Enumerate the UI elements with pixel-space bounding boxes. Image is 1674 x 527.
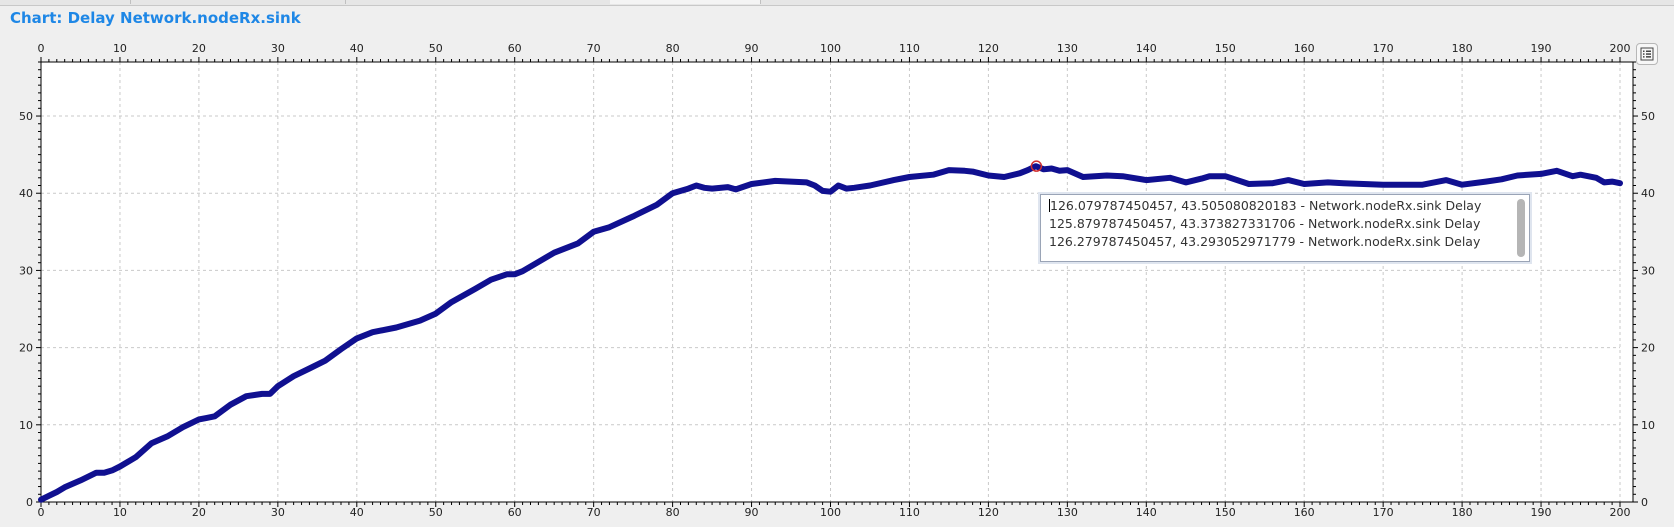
tooltip-row[interactable]: 125.879787450457, 43.373827331706 - Netw… xyxy=(1049,216,1481,231)
x-tick-label-bottom: 70 xyxy=(587,506,601,519)
x-tick-label-top: 50 xyxy=(429,42,443,55)
highlight-point xyxy=(1030,160,1043,172)
x-tick-label-top: 10 xyxy=(113,42,127,55)
x-tick-label-top: 110 xyxy=(899,42,920,55)
x-tick-label-top: 140 xyxy=(1136,42,1157,55)
x-tick-label-bottom: 40 xyxy=(350,506,364,519)
x-tick-label-bottom: 110 xyxy=(899,506,920,519)
plot-background xyxy=(41,62,1633,502)
x-tick-label-bottom: 130 xyxy=(1057,506,1078,519)
x-tick-label-bottom: 90 xyxy=(745,506,759,519)
plot-border xyxy=(40,61,1634,503)
x-tick-label-top: 170 xyxy=(1373,42,1394,55)
hover-tooltip[interactable]: 126.079787450457, 43.505080820183 - Netw… xyxy=(1040,194,1530,262)
y-tick-label-right: 50 xyxy=(1641,110,1655,123)
y-tick-label-right: 0 xyxy=(1641,496,1648,509)
text-caret xyxy=(1049,199,1050,212)
chart-title: Chart: Delay Network.nodeRx.sink xyxy=(10,9,301,27)
y-tick-label-left: 0 xyxy=(26,496,33,509)
y-tick-label-right: 30 xyxy=(1641,264,1655,277)
x-tick-label-top: 190 xyxy=(1531,42,1552,55)
x-tick-label-bottom: 80 xyxy=(666,506,680,519)
x-tick-label-bottom: 180 xyxy=(1452,506,1473,519)
chart-menu-button[interactable] xyxy=(1636,43,1658,65)
tab-active[interactable] xyxy=(610,0,761,4)
x-tick-label-top: 100 xyxy=(820,42,841,55)
x-tick-label-bottom: 170 xyxy=(1373,506,1394,519)
tooltip-row[interactable]: 126.279787450457, 43.293052971779 - Netw… xyxy=(1049,234,1481,249)
y-tick-label-left: 10 xyxy=(19,419,33,432)
tooltip-scrollbar[interactable] xyxy=(1517,199,1525,257)
x-tick-label-top: 0 xyxy=(38,42,45,55)
axes xyxy=(36,57,1638,507)
x-tick-label-top: 180 xyxy=(1452,42,1473,55)
x-tick-label-bottom: 0 xyxy=(38,506,45,519)
x-tick-label-top: 130 xyxy=(1057,42,1078,55)
x-tick-label-top: 70 xyxy=(587,42,601,55)
y-tick-label-left: 30 xyxy=(19,264,33,277)
x-tick-label-bottom: 10 xyxy=(113,506,127,519)
tooltip-row[interactable]: 126.079787450457, 43.505080820183 - Netw… xyxy=(1049,198,1482,213)
x-tick-label-top: 150 xyxy=(1215,42,1236,55)
series-line xyxy=(38,163,1623,503)
x-tick-label-top: 80 xyxy=(666,42,680,55)
tick-labels: 0010102020303040405050606070708080909010… xyxy=(19,42,1655,519)
x-tick-label-bottom: 140 xyxy=(1136,506,1157,519)
tab-strip xyxy=(0,0,1674,6)
highlight-marker xyxy=(1030,160,1043,172)
x-tick-label-bottom: 60 xyxy=(508,506,522,519)
y-tick-label-right: 20 xyxy=(1641,342,1655,355)
x-tick-label-top: 20 xyxy=(192,42,206,55)
x-tick-label-bottom: 100 xyxy=(820,506,841,519)
x-tick-label-bottom: 190 xyxy=(1531,506,1552,519)
x-tick-label-bottom: 200 xyxy=(1610,506,1631,519)
x-tick-label-top: 200 xyxy=(1610,42,1631,55)
x-tick-label-top: 160 xyxy=(1294,42,1315,55)
x-tick-label-top: 30 xyxy=(271,42,285,55)
y-tick-label-left: 20 xyxy=(19,342,33,355)
x-tick-label-top: 120 xyxy=(978,42,999,55)
y-tick-label-left: 50 xyxy=(19,110,33,123)
x-tick-label-bottom: 50 xyxy=(429,506,443,519)
x-tick-label-bottom: 20 xyxy=(192,506,206,519)
x-tick-label-top: 40 xyxy=(350,42,364,55)
x-tick-label-bottom: 160 xyxy=(1294,506,1315,519)
y-tick-label-right: 10 xyxy=(1641,419,1655,432)
x-tick-label-top: 90 xyxy=(745,42,759,55)
x-tick-label-bottom: 150 xyxy=(1215,506,1236,519)
x-tick-label-top: 60 xyxy=(508,42,522,55)
list-menu-icon xyxy=(1640,47,1654,61)
tab[interactable] xyxy=(0,0,131,4)
series xyxy=(38,163,1623,503)
tab[interactable] xyxy=(130,0,346,4)
y-tick-label-left: 40 xyxy=(19,187,33,200)
y-tick-label-right: 40 xyxy=(1641,187,1655,200)
x-tick-label-bottom: 30 xyxy=(271,506,285,519)
x-tick-label-bottom: 120 xyxy=(978,506,999,519)
